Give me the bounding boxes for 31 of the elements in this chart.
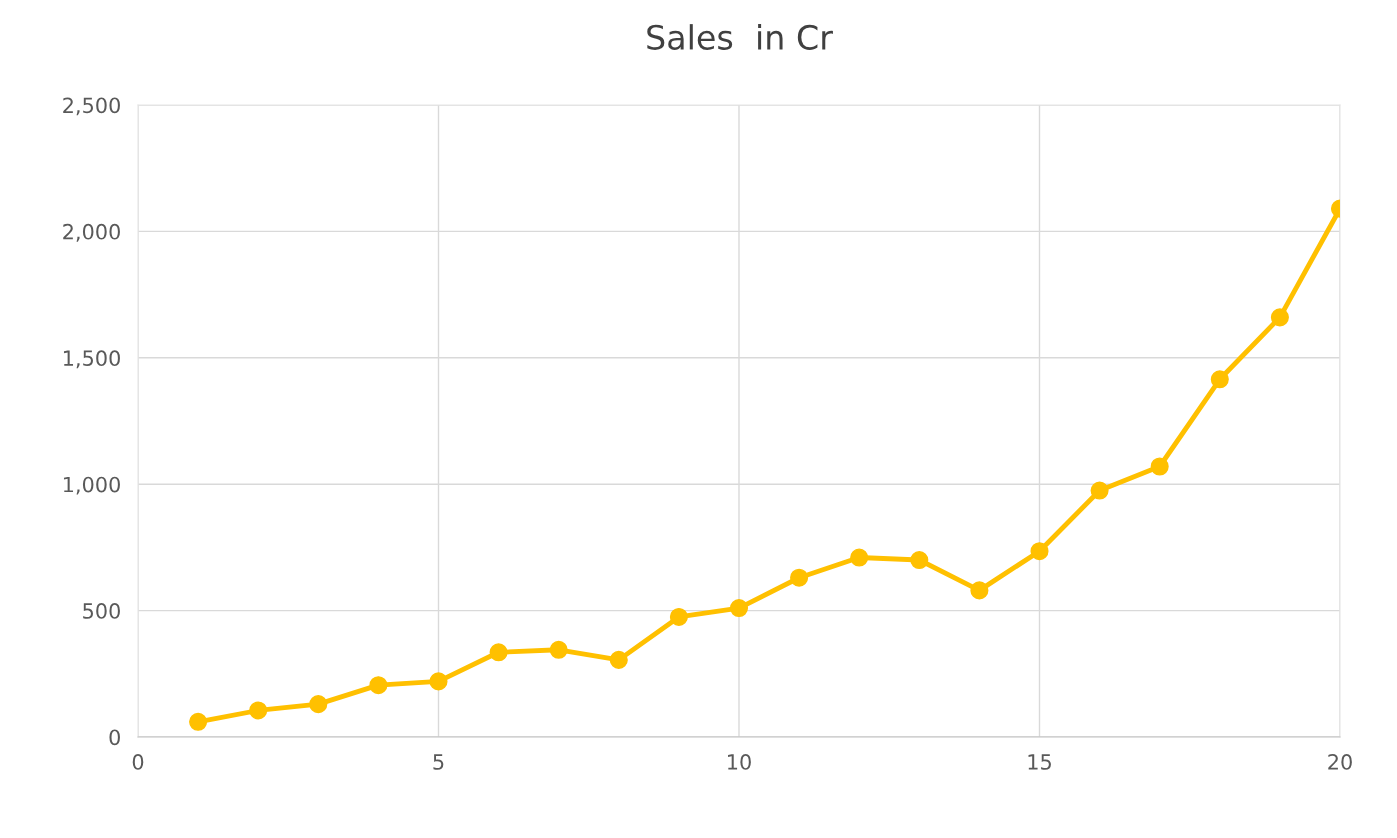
y-tick-label: 500 xyxy=(83,603,120,619)
point xyxy=(1150,457,1169,476)
point xyxy=(489,643,508,662)
x-tick-label: 15 xyxy=(1028,754,1051,770)
point xyxy=(1090,481,1109,500)
point xyxy=(189,712,208,731)
point xyxy=(309,695,328,714)
x-tick-label: 5 xyxy=(433,754,444,770)
point xyxy=(970,581,989,600)
point xyxy=(729,599,749,618)
chart-title: Sales in Cr xyxy=(647,24,833,50)
point xyxy=(249,701,268,720)
point xyxy=(429,672,448,691)
point xyxy=(1270,308,1289,327)
point xyxy=(850,548,869,567)
point xyxy=(369,676,388,695)
point xyxy=(549,640,568,659)
point xyxy=(910,551,929,570)
y-tick-label: 0 xyxy=(109,729,120,746)
point xyxy=(609,650,628,669)
x-tick-label: 10 xyxy=(728,754,751,770)
y-tick-label: 2,500 xyxy=(63,97,120,116)
x-tick-label: 20 xyxy=(1328,754,1352,770)
y-tick-label: 1,500 xyxy=(63,350,120,369)
point xyxy=(1030,542,1049,561)
point xyxy=(1210,370,1229,389)
y-tick-label: 2,000 xyxy=(63,223,120,242)
x-tick-label: 0 xyxy=(132,754,144,770)
y-tick-label: 1,000 xyxy=(63,476,120,495)
point xyxy=(790,568,809,587)
point xyxy=(669,607,688,626)
